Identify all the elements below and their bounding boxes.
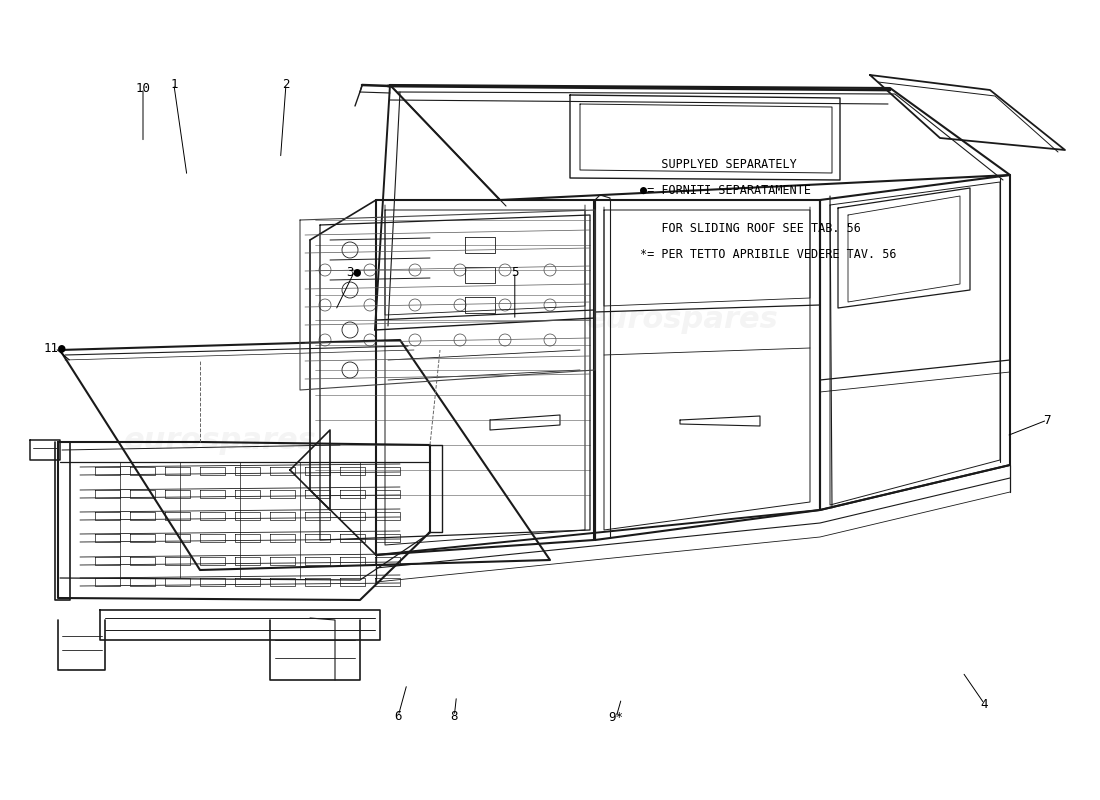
Text: ●= FORNITI SEPARATAMENTE: ●= FORNITI SEPARATAMENTE — [640, 184, 811, 197]
Text: 7: 7 — [1044, 414, 1050, 426]
Text: 4: 4 — [981, 698, 988, 710]
Text: FOR SLIDING ROOF SEE TAB. 56: FOR SLIDING ROOF SEE TAB. 56 — [640, 222, 861, 235]
Text: *= PER TETTO APRIBILE VEDERE TAV. 56: *= PER TETTO APRIBILE VEDERE TAV. 56 — [640, 248, 896, 261]
Text: 2: 2 — [283, 78, 289, 90]
Text: 1: 1 — [170, 78, 177, 90]
Text: eurospares: eurospares — [585, 306, 779, 334]
Text: 10: 10 — [135, 82, 151, 94]
Text: 8: 8 — [451, 710, 458, 722]
Text: 6: 6 — [395, 710, 402, 722]
Text: 11●: 11● — [44, 342, 66, 354]
Text: 3●: 3● — [346, 266, 362, 278]
Text: eurospares: eurospares — [123, 426, 317, 454]
Text: 9*: 9* — [608, 711, 624, 724]
Text: 5: 5 — [512, 266, 518, 278]
Text: SUPPLYED SEPARATELY: SUPPLYED SEPARATELY — [640, 158, 796, 171]
